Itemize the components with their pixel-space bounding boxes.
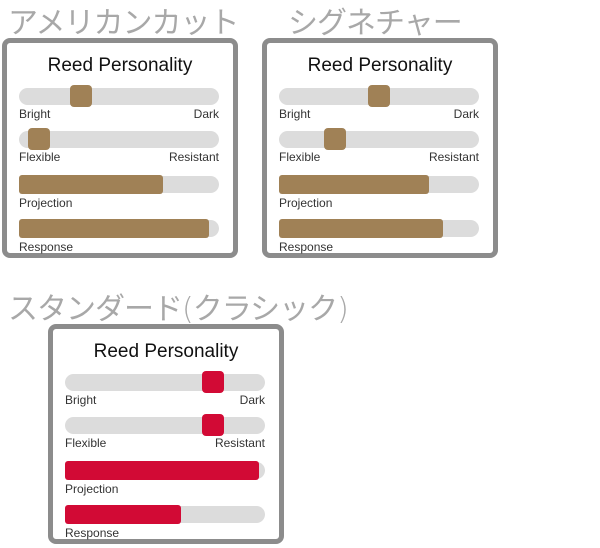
slider-right-label: Dark xyxy=(239,393,265,407)
bar-track xyxy=(279,175,479,194)
panel-title: Reed Personality xyxy=(93,341,239,362)
slider-handle[interactable] xyxy=(28,128,50,150)
slider-handle[interactable] xyxy=(202,371,224,393)
bar-track xyxy=(279,219,479,238)
slider-left-label: Flexible xyxy=(279,150,321,164)
bar-track xyxy=(65,505,265,524)
product-heading: スタンダード(クラシック) xyxy=(8,292,349,327)
slider-left-label: Bright xyxy=(19,107,51,121)
bar-label: Response xyxy=(65,526,120,540)
slider-right-label: Dark xyxy=(453,107,479,121)
slider-right-label: Resistant xyxy=(214,436,265,450)
reed-personality-panel: Reed Personality Bright Dark Flexible Resist… xyxy=(262,38,498,258)
slider-track[interactable] xyxy=(19,85,219,107)
bar-label: Projection xyxy=(19,196,73,210)
slider-handle[interactable] xyxy=(368,85,390,107)
slider-track[interactable] xyxy=(279,128,479,150)
slider-handle[interactable] xyxy=(324,128,346,150)
bar-fill xyxy=(279,219,443,238)
reed-personality-panel: Reed Personality Bright Dark Flexible Resist… xyxy=(48,324,284,544)
bar-label: Response xyxy=(19,240,74,254)
slider-track[interactable] xyxy=(19,128,219,150)
slider-right-label: Dark xyxy=(193,107,219,121)
slider-left-label: Flexible xyxy=(65,436,107,450)
slider-track[interactable] xyxy=(279,85,479,107)
bar-fill xyxy=(19,219,209,238)
slider-left-label: Bright xyxy=(279,107,311,121)
slider-left-label: Flexible xyxy=(19,150,61,164)
product-heading: シグネチャー xyxy=(288,6,463,41)
bar-fill xyxy=(279,175,429,194)
bar-fill xyxy=(65,505,181,524)
reed-personality-panel: Reed Personality Bright Dark Flexible Resist… xyxy=(2,38,238,258)
bar-label: Response xyxy=(279,240,334,254)
slider-left-label: Bright xyxy=(65,393,97,407)
panel-title: Reed Personality xyxy=(307,55,453,76)
bar-label: Projection xyxy=(279,196,333,210)
bar-fill xyxy=(65,461,259,480)
bar-fill xyxy=(19,175,163,194)
slider-handle[interactable] xyxy=(202,414,224,436)
slider-handle[interactable] xyxy=(70,85,92,107)
slider-right-label: Resistant xyxy=(428,150,479,164)
bar-track xyxy=(19,219,219,238)
bar-track xyxy=(19,175,219,194)
product-heading: アメリカンカット xyxy=(8,6,239,41)
slider-track[interactable] xyxy=(65,414,265,436)
panel-title: Reed Personality xyxy=(47,55,193,76)
slider-right-label: Resistant xyxy=(168,150,219,164)
bar-label: Projection xyxy=(65,482,119,496)
slider-track[interactable] xyxy=(65,371,265,393)
bar-track xyxy=(65,461,265,480)
